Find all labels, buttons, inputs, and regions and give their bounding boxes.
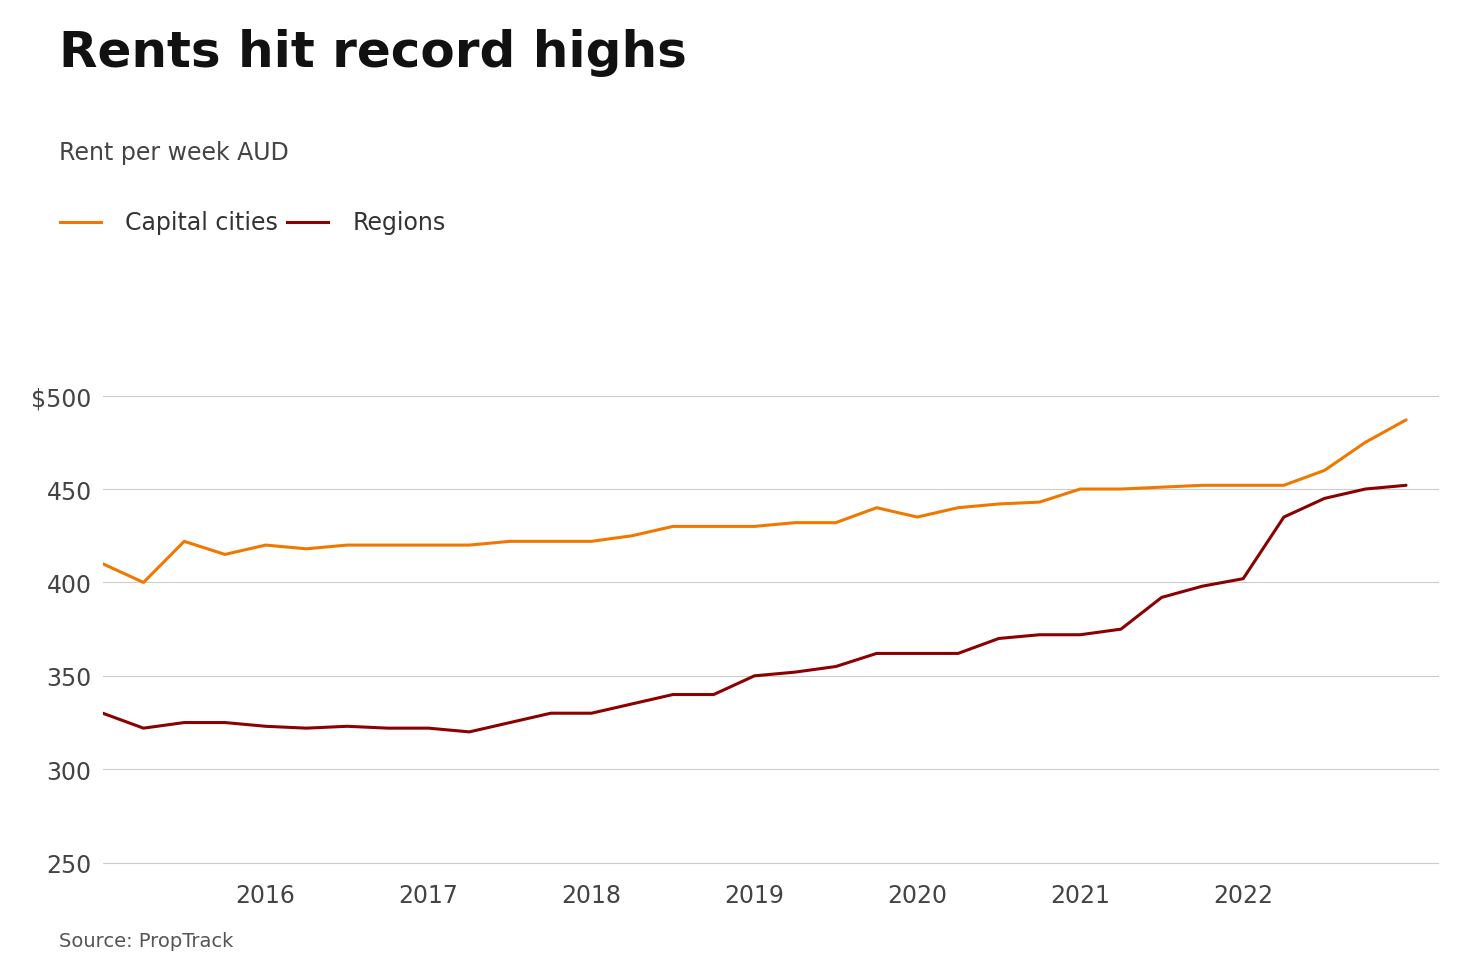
Text: Regions: Regions: [352, 211, 446, 234]
Text: Capital cities: Capital cities: [125, 211, 277, 234]
Text: Source: PropTrack: Source: PropTrack: [59, 930, 233, 950]
Text: Rents hit record highs: Rents hit record highs: [59, 29, 687, 77]
Text: Rent per week AUD: Rent per week AUD: [59, 141, 289, 165]
